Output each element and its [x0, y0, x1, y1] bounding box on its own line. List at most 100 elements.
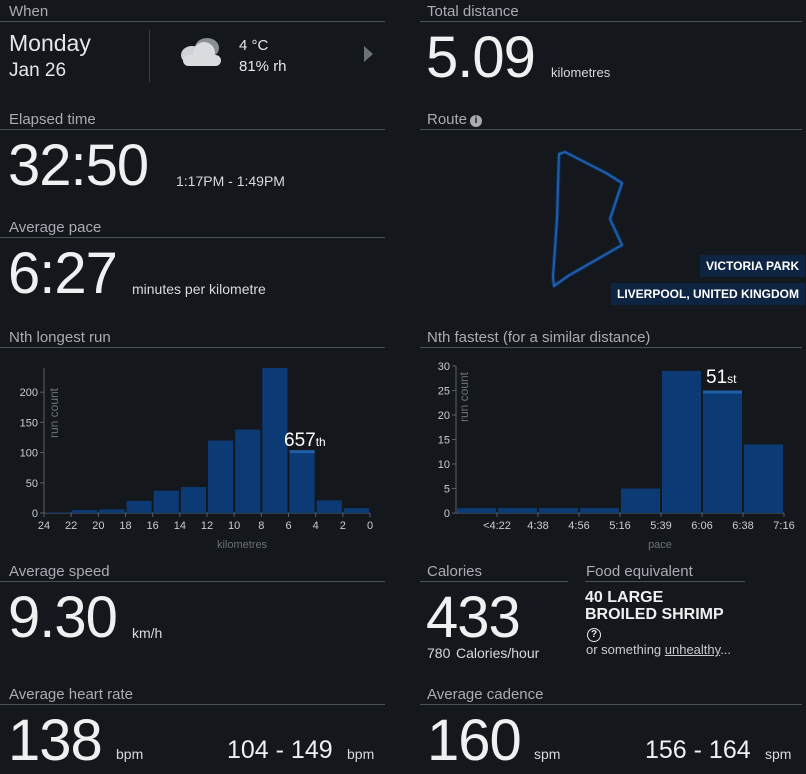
divider: [0, 347, 385, 348]
x-tick-label: 10: [228, 520, 240, 532]
elapsed-time-value: 32:50: [8, 133, 149, 198]
heart-rate-header: Average heart rate: [9, 686, 133, 703]
x-tick-label: 8: [258, 520, 264, 532]
heart-rate-range-unit: bpm: [347, 746, 375, 762]
x-tick-label: 20: [92, 520, 104, 532]
y-tick-label: 50: [26, 478, 38, 490]
histogram-bar: [180, 487, 206, 513]
rank-suffix: th: [315, 435, 326, 449]
cadence-range-unit: spm: [765, 746, 792, 762]
histogram-bar: [235, 429, 261, 513]
cadence-value: 160: [427, 708, 522, 773]
x-tick-label: <4:22: [483, 520, 511, 532]
histogram-bar: [126, 500, 152, 513]
divider: [0, 581, 385, 582]
divider: [0, 704, 385, 705]
fastest-run-histogram: run count pace 0 5 10 15 20 25 30 <4:22 4:38 4:56…: [438, 361, 795, 551]
chevron-right-icon[interactable]: [364, 46, 373, 62]
histogram-bar: [45, 512, 71, 513]
highlight-cap: [703, 390, 742, 394]
rank-number: 51: [706, 367, 728, 388]
x-tick-label: 5:16: [609, 520, 630, 532]
info-icon[interactable]: i: [470, 115, 483, 127]
x-tick-label: 2: [340, 520, 346, 532]
divider: [149, 30, 150, 82]
divider: [0, 129, 385, 130]
x-tick-label: 18: [119, 520, 131, 532]
route-title: Route: [427, 111, 468, 128]
location-tag-park: VICTORIA PARK: [700, 255, 806, 277]
unhealthy-link[interactable]: unhealthy: [664, 642, 721, 657]
histogram-bar: [539, 508, 578, 513]
x-tick-label: 24: [38, 520, 50, 532]
speed-unit: km/h: [132, 625, 163, 641]
heart-rate-range: 104 - 149: [227, 736, 333, 764]
fastest-rank-label: 51st: [706, 367, 736, 389]
calories-rate-unit: Calories/hour: [456, 645, 540, 661]
divider: [585, 581, 745, 582]
histogram-bar: [580, 508, 619, 513]
x-tick-label: 6: [285, 520, 291, 532]
x-tick-label: 6:06: [691, 520, 712, 532]
x-tick-label: 14: [174, 520, 186, 532]
histogram-bar: [208, 440, 234, 513]
food-prefix: or something: [586, 642, 665, 657]
x-tick-label: 22: [65, 520, 77, 532]
elapsed-time-header: Elapsed time: [9, 111, 96, 128]
histogram-bar: [99, 509, 125, 513]
rank-number: 657: [284, 430, 316, 451]
x-tick-label: 7:16: [773, 520, 794, 532]
y-tick-label: 15: [438, 435, 450, 447]
average-pace-value: 6:27: [8, 241, 118, 306]
time-range-label: 1:17PM - 1:49PM: [176, 173, 285, 189]
average-speed-value: 9.30: [8, 585, 118, 650]
cadence-unit: spm: [534, 746, 561, 762]
x-tick-label: 0: [367, 520, 373, 532]
x-tick-label: 16: [147, 520, 159, 532]
y-tick-label: 5: [444, 484, 450, 496]
cloud-icon: [181, 38, 221, 66]
divider: [420, 581, 568, 582]
cadence-range: 156 - 164: [645, 736, 751, 764]
average-pace-header: Average pace: [9, 219, 102, 236]
divider: [420, 129, 802, 130]
calories-header: Calories: [427, 563, 483, 580]
y-tick-label: 200: [20, 387, 38, 399]
x-axis-label: kilometres: [217, 539, 268, 551]
question-circle-icon[interactable]: ?: [587, 624, 601, 642]
divider: [420, 21, 802, 22]
divider: [420, 347, 802, 348]
temperature-label: 4 °C: [239, 37, 269, 54]
divider: [0, 21, 385, 22]
date-label: Jan 26: [9, 60, 67, 81]
humidity-label: 81% rh: [239, 58, 287, 75]
divider: [420, 704, 802, 705]
histogram-bar: [662, 370, 701, 513]
longest-rank-label: 657th: [284, 430, 326, 452]
food-equivalent-header: Food equivalent: [586, 563, 693, 580]
heart-rate-unit: bpm: [116, 746, 144, 762]
pace-unit: minutes per kilometre: [132, 281, 266, 297]
histogram-bar: [744, 444, 783, 513]
distance-unit: kilometres: [551, 65, 611, 80]
y-tick-label: 10: [438, 459, 450, 471]
calories-rate-value: 780: [427, 645, 451, 661]
y-tick-label: 0: [444, 508, 450, 520]
route-header: Route i: [427, 111, 483, 128]
x-tick-label: 4:38: [527, 520, 548, 532]
y-tick-label: 150: [20, 417, 38, 429]
x-tick-label: 12: [201, 520, 213, 532]
histogram-bar: [498, 508, 537, 513]
nth-longest-header: Nth longest run: [9, 329, 111, 346]
histogram-bar: [72, 509, 98, 513]
histogram-bar: [316, 500, 342, 513]
cadence-header: Average cadence: [427, 686, 544, 703]
x-tick-label: 4: [313, 520, 319, 532]
total-distance-value: 5.09: [426, 25, 536, 90]
histogram-bar: [343, 508, 369, 513]
histogram-bar: [621, 488, 660, 513]
nth-fastest-header: Nth fastest (for a similar distance): [427, 329, 651, 346]
histogram-bar: [703, 390, 742, 513]
histogram-bar: [262, 368, 288, 513]
location-tag-city: LIVERPOOL, UNITED KINGDOM: [611, 283, 806, 305]
